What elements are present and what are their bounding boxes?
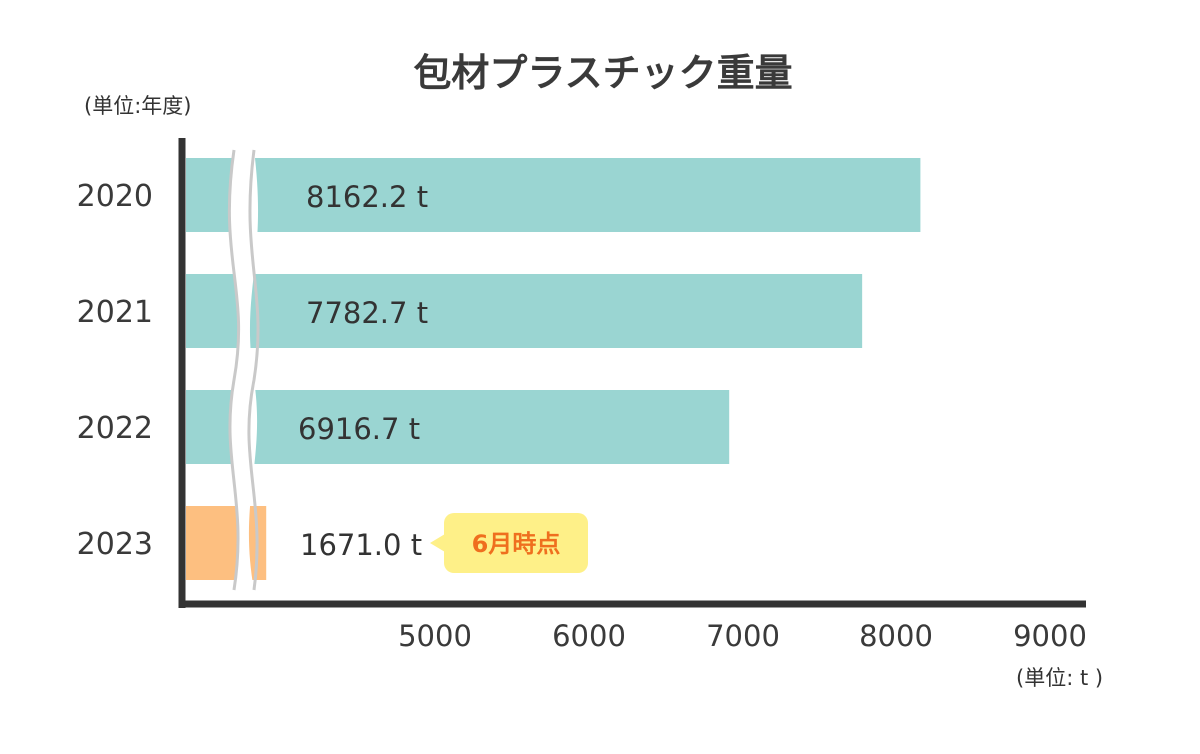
chart-title: 包材プラスチック重量 [413, 51, 792, 95]
x-tick-label-8000: 8000 [859, 619, 933, 653]
y-unit-label: (単位:年度) [84, 94, 191, 118]
x-tick-label-9000: 9000 [1013, 619, 1087, 653]
bar-2021 [186, 274, 863, 348]
axis-break-line [247, 149, 260, 591]
bar-2022 [186, 390, 730, 464]
x-tick-label-6000: 6000 [552, 619, 626, 653]
value-label-2023: 1671.0 t [300, 528, 422, 562]
callout-badge [444, 513, 588, 573]
axis-break-line [227, 149, 241, 591]
callout-pointer [430, 534, 445, 552]
category-label-2022: 2022 [77, 411, 153, 446]
value-label-2021: 7782.7 t [306, 296, 428, 330]
x-tick-label-5000: 5000 [398, 619, 472, 653]
category-label-2023: 2023 [77, 527, 153, 562]
callout-text: 6月時点 [472, 530, 561, 558]
category-label-2020: 2020 [77, 179, 153, 214]
bar-2020 [186, 158, 921, 232]
category-label-2021: 2021 [77, 295, 153, 330]
value-label-2020: 8162.2 t [306, 180, 428, 214]
x-unit-label: (単位: t ) [1016, 666, 1103, 690]
x-tick-label-7000: 7000 [706, 619, 780, 653]
bar-2023 [186, 506, 267, 580]
value-label-2022: 6916.7 t [298, 412, 420, 446]
chart-marks: 2020 2021 2022 2023 8162.2 t 7782.7 t 6916.7 t… [77, 138, 1087, 653]
